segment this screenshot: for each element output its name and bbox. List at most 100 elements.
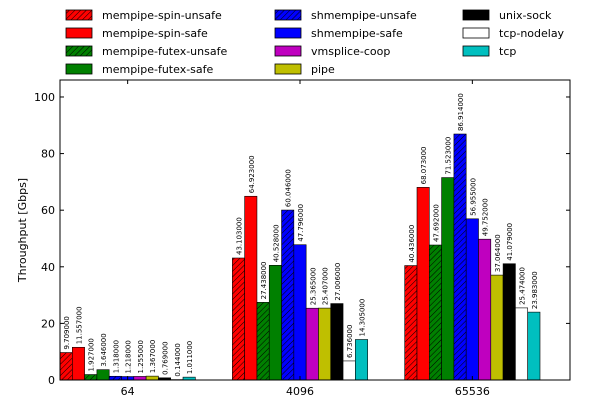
bar-hatch xyxy=(84,374,97,380)
x-axis: 64 4096 65536 xyxy=(121,80,490,398)
bar-mempipe-futex-safe-65536 xyxy=(441,177,455,381)
value-label: 6.736000 xyxy=(346,325,354,358)
plot-frame xyxy=(59,79,571,381)
value-label: 41.079000 xyxy=(506,223,514,261)
value-label: 68.073000 xyxy=(420,146,428,184)
value-label: 27.006000 xyxy=(334,263,342,301)
value-label: 47.796000 xyxy=(297,204,305,242)
bar-tcp-nodelay-4096 xyxy=(342,360,356,381)
bar-hatch xyxy=(60,352,73,380)
y-tick-label: 0 xyxy=(48,374,55,387)
legend-swatch-shmempipe-safe xyxy=(274,27,302,39)
y-tick-label: 100 xyxy=(34,91,55,104)
value-label: 0.144000 xyxy=(174,343,182,376)
y-tick-label: 80 xyxy=(41,148,55,161)
legend-label: tcp-nodelay xyxy=(499,27,565,40)
bar-mempipe-futex-safe-64 xyxy=(96,369,110,381)
bar-mempipe-futex-safe-4096 xyxy=(268,264,282,381)
value-label: 11.557000 xyxy=(75,306,83,344)
bar-tcp-65536 xyxy=(527,311,541,381)
legend-swatch-unix-sock xyxy=(462,9,490,21)
bar-hatch xyxy=(453,134,467,380)
value-label: 27.438000 xyxy=(260,261,268,299)
bars xyxy=(59,133,541,381)
value-label: 1.927000 xyxy=(88,338,96,371)
value-labels: 9.709000 11.557000 1.927000 3.646000 1.31800… xyxy=(63,93,539,376)
value-label: 25.474000 xyxy=(519,267,527,305)
bar-hatch xyxy=(404,265,417,380)
legend-swatch-mempipe-spin-safe xyxy=(65,27,93,39)
legend-label: unix-sock xyxy=(499,9,552,22)
value-label: 40.528000 xyxy=(272,224,280,262)
bar-tcp-4096 xyxy=(355,339,368,381)
bar-vmsplice-coop-64 xyxy=(133,376,147,381)
bar-mempipe-spin-safe-65536 xyxy=(416,187,430,381)
value-label: 9.709000 xyxy=(63,316,71,349)
legend-label: mempipe-futex-unsafe xyxy=(102,45,227,58)
legend-label: mempipe-spin-unsafe xyxy=(102,9,222,22)
value-label: 1.011000 xyxy=(186,341,194,374)
value-label: 43.103000 xyxy=(236,217,244,255)
value-label: 25.365000 xyxy=(309,267,317,305)
bar-hatch xyxy=(109,376,122,380)
legend-label: pipe xyxy=(311,63,335,76)
value-label: 86.914000 xyxy=(457,93,465,131)
legend-label: shmempipe-unsafe xyxy=(311,9,417,22)
legend-label: mempipe-futex-safe xyxy=(102,63,214,76)
legend-swatch-vmsplice-coop xyxy=(274,45,302,57)
value-label: 47.692000 xyxy=(432,204,440,242)
value-label: 64.923000 xyxy=(248,155,256,193)
bar-hatch xyxy=(232,258,245,380)
bar-unix-sock-4096 xyxy=(330,303,344,381)
legend: mempipe-spin-unsafe mempipe-spin-safe memp… xyxy=(65,9,565,76)
value-label: 56.955000 xyxy=(469,178,477,216)
value-label: 1.367000 xyxy=(149,340,157,373)
legend-label: shmempipe-safe xyxy=(311,27,403,40)
value-label: 49.752000 xyxy=(482,198,490,236)
value-label: 0.769000 xyxy=(162,341,170,374)
legend-swatch-hatch xyxy=(66,10,92,20)
legend-label: mempipe-spin-safe xyxy=(102,27,208,40)
bar-vmsplice-coop-65536 xyxy=(478,238,492,381)
legend-swatch-mempipe-futex-safe xyxy=(65,63,93,75)
y-tick-label: 20 xyxy=(41,317,55,330)
value-label: 1.318000 xyxy=(112,340,120,373)
bar-hatch xyxy=(281,210,294,380)
value-label: 3.646000 xyxy=(100,333,108,366)
bar-pipe-64 xyxy=(145,375,159,381)
value-label: 71.523000 xyxy=(445,137,453,175)
value-label: 25.407000 xyxy=(322,267,330,305)
y-tick-label: 40 xyxy=(41,261,55,274)
bar-hatch xyxy=(256,302,270,380)
legend-swatch-hatch xyxy=(275,10,301,20)
bar-vmsplice-coop-4096 xyxy=(305,307,319,381)
bar-hatch xyxy=(429,245,442,380)
value-label: 40.436000 xyxy=(408,225,416,263)
value-label: 14.305000 xyxy=(359,299,367,337)
bar-shmempipe-safe-65536 xyxy=(465,218,479,381)
bar-pipe-4096 xyxy=(318,307,332,381)
x-tick-label: 64 xyxy=(121,385,135,398)
legend-swatch-tcp xyxy=(462,45,490,57)
y-axis: 0 20 40 60 80 100 xyxy=(34,91,570,387)
bar-tcp-nodelay-65536 xyxy=(515,307,529,381)
bar-pipe-65536 xyxy=(490,274,504,381)
x-tick-label: 65536 xyxy=(455,385,490,398)
y-tick-label: 60 xyxy=(41,204,55,217)
value-label: 1.255000 xyxy=(137,340,145,373)
value-label: 1.218000 xyxy=(125,340,133,373)
bar-unix-sock-65536 xyxy=(502,263,516,381)
legend-swatch-hatch xyxy=(66,46,92,56)
value-label: 23.983000 xyxy=(531,271,539,309)
value-label: 37.064000 xyxy=(494,234,502,272)
legend-label: tcp xyxy=(499,45,516,58)
bar-mempipe-spin-safe-4096 xyxy=(244,195,258,381)
legend-swatch-pipe xyxy=(274,63,302,75)
x-tick-label: 4096 xyxy=(286,385,314,398)
legend-label: vmsplice-coop xyxy=(311,45,390,58)
legend-swatch-tcp-nodelay xyxy=(462,27,490,39)
bar-mempipe-spin-safe-64 xyxy=(72,346,85,381)
value-label: 60.046000 xyxy=(285,169,293,207)
bar-shmempipe-safe-4096 xyxy=(293,244,307,381)
